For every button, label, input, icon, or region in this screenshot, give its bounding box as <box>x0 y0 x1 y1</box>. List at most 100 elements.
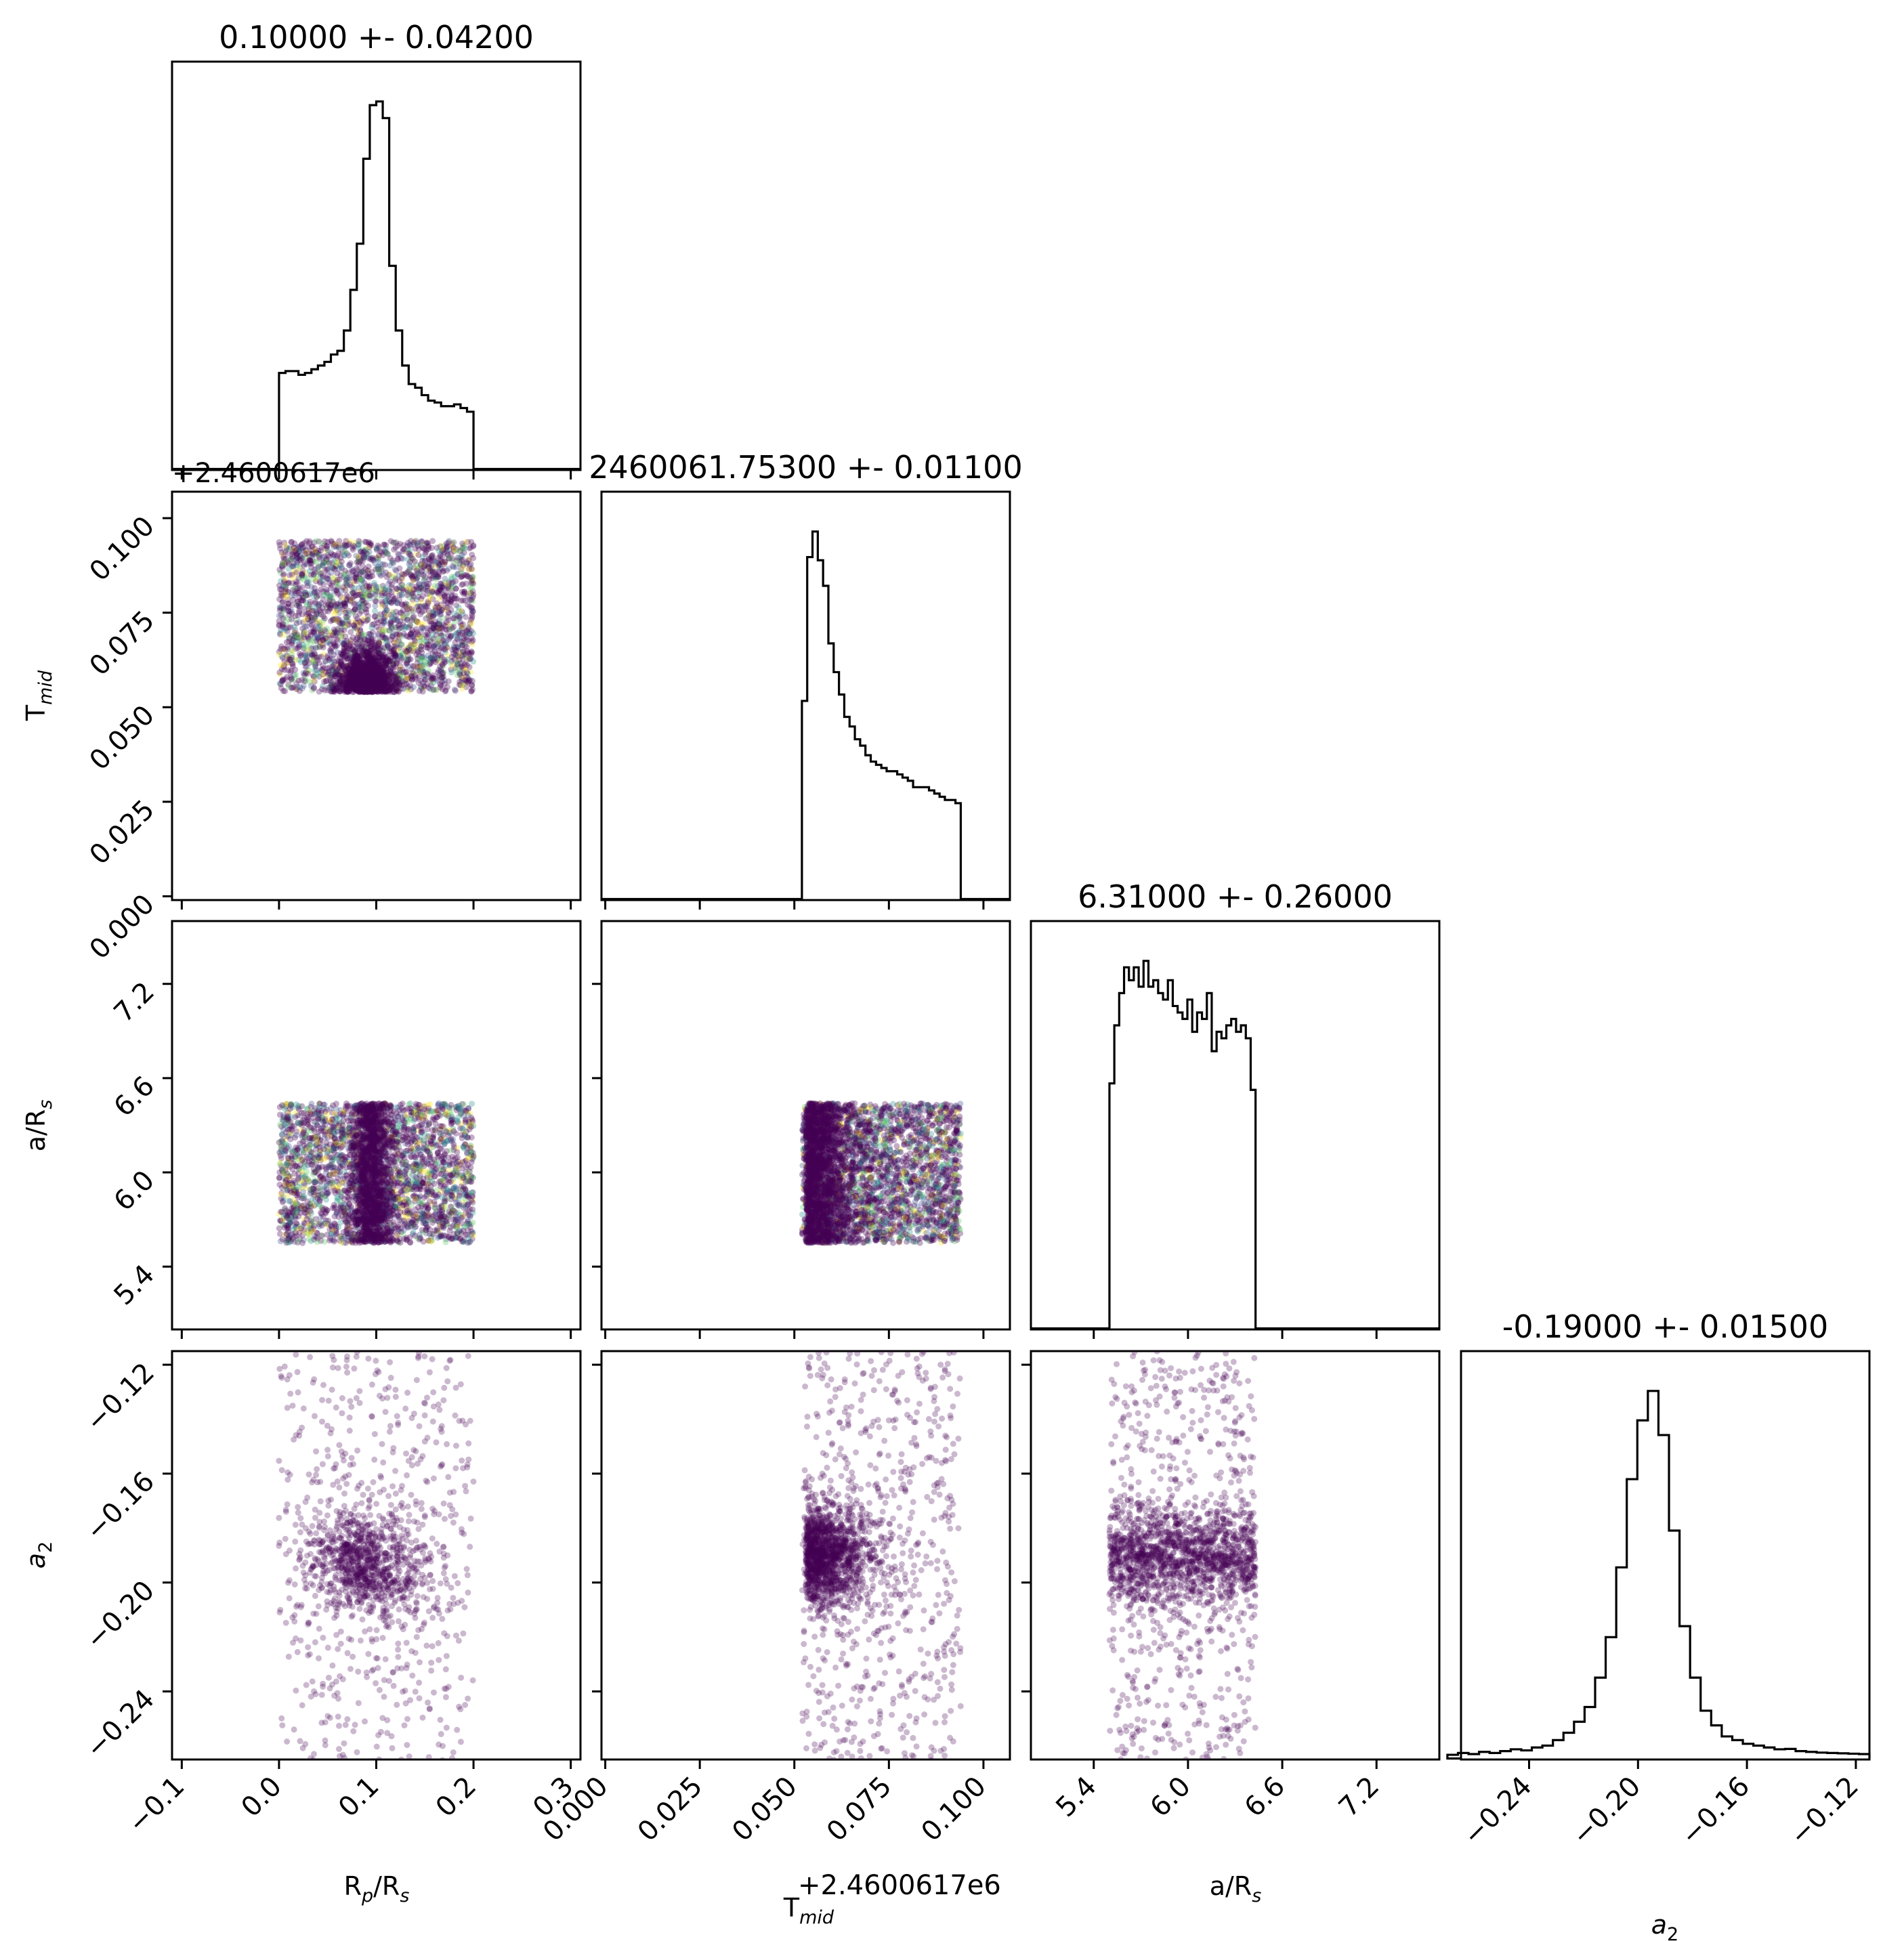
sample-point <box>310 571 317 578</box>
sample-point <box>412 573 418 580</box>
sample-point <box>413 596 420 603</box>
sample-point <box>396 676 402 683</box>
sample-point <box>439 545 445 552</box>
sample-point <box>338 627 345 634</box>
sample-point <box>452 595 459 602</box>
sample-point <box>305 553 312 559</box>
sample-point <box>397 610 404 616</box>
sample-point <box>438 542 444 549</box>
sample-point <box>285 600 292 607</box>
sample-point <box>452 593 458 599</box>
sample-point <box>356 576 363 582</box>
sample-point <box>371 683 378 689</box>
sample-point <box>460 591 467 597</box>
panel-title-rp: 0.10000 +- 0.04200 <box>219 19 534 56</box>
sample-point <box>364 677 371 683</box>
sample-point <box>324 566 330 573</box>
y-tick-label: 0.050 <box>84 700 161 777</box>
sample-point <box>350 677 357 684</box>
sample-point <box>309 607 316 614</box>
sample-point <box>377 572 384 579</box>
sample-point <box>459 682 465 689</box>
sample-point <box>323 589 330 595</box>
sample-point <box>437 557 444 563</box>
sample-point <box>365 539 372 545</box>
sample-point <box>387 562 394 569</box>
sample-point <box>355 553 362 560</box>
sample-point <box>369 639 376 645</box>
sample-point <box>337 593 344 599</box>
sample-point <box>373 668 380 675</box>
sample-point <box>355 631 362 637</box>
sample-point <box>283 545 290 551</box>
sample-point <box>436 621 443 628</box>
sample-point <box>431 604 438 611</box>
sample-point <box>318 626 324 633</box>
sample-point <box>277 681 284 687</box>
sample-point <box>306 660 313 666</box>
sample-point <box>278 578 284 584</box>
sample-point <box>372 613 379 620</box>
sample-point <box>375 665 381 672</box>
sample-point <box>353 574 360 580</box>
sample-point <box>413 583 420 590</box>
sample-point <box>327 641 334 647</box>
sample-point <box>389 633 396 639</box>
sample-point <box>390 647 397 654</box>
y-tick-label: 0.100 <box>84 511 161 588</box>
sample-point <box>379 586 386 593</box>
sample-point <box>278 678 285 685</box>
sample-point <box>305 633 311 640</box>
sample-point <box>315 636 322 643</box>
sample-point <box>433 559 440 566</box>
sample-point <box>400 548 406 555</box>
sample-point <box>313 666 320 673</box>
sample-point <box>420 668 427 675</box>
sample-point <box>355 687 362 694</box>
sample-point <box>369 621 376 628</box>
sample-point <box>391 617 398 624</box>
sample-point <box>384 669 390 676</box>
sample-point <box>430 625 436 632</box>
sample-point <box>371 621 377 628</box>
sample-point <box>426 576 433 582</box>
sample-point <box>421 577 427 584</box>
sample-point <box>373 598 379 605</box>
sample-point <box>329 559 335 566</box>
sample-point <box>459 663 465 670</box>
sample-point <box>434 603 441 610</box>
sample-point <box>380 616 387 622</box>
sample-point <box>310 658 316 664</box>
sample-point <box>393 612 400 619</box>
sample-point <box>435 625 442 632</box>
sample-point <box>425 645 431 652</box>
sample-point <box>298 591 305 597</box>
sample-point <box>345 666 352 673</box>
sample-point <box>431 644 438 651</box>
sample-point <box>351 584 358 591</box>
sample-point <box>285 560 292 567</box>
sample-point <box>333 617 340 624</box>
sample-point <box>385 643 391 650</box>
sample-point <box>415 649 421 656</box>
sample-point <box>465 677 472 684</box>
sample-point <box>455 608 462 615</box>
sample-point <box>347 677 354 683</box>
sample-point <box>384 642 391 649</box>
sample-point <box>413 585 419 592</box>
sample-point <box>394 600 401 607</box>
sample-point <box>350 590 356 597</box>
sample-point <box>277 671 283 678</box>
sample-point <box>332 607 339 614</box>
sample-point <box>452 666 459 673</box>
sample-point <box>289 539 295 545</box>
sample-point <box>468 635 475 641</box>
sample-point <box>466 596 473 603</box>
sample-point <box>278 626 284 633</box>
sample-point <box>443 589 450 596</box>
sample-point <box>343 615 350 622</box>
sample-point <box>291 588 298 595</box>
sample-point <box>307 557 314 564</box>
sample-point <box>373 585 380 592</box>
sample-point <box>414 540 421 547</box>
